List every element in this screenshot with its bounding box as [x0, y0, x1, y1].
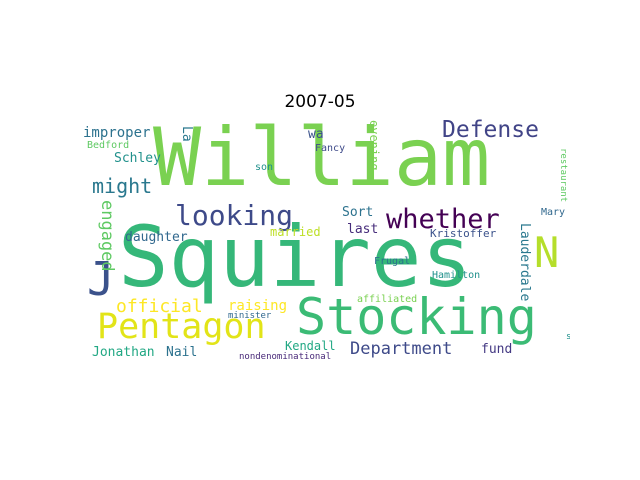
word-daughter: daughter	[125, 230, 188, 245]
word-kristoffer: Kristoffer	[430, 227, 497, 240]
word-nondenominational: nondenominational	[239, 352, 332, 362]
word-looking: looking	[175, 199, 294, 232]
word-squires: Squires	[118, 208, 473, 306]
word-mary: Mary	[541, 207, 566, 218]
word-bedford: Bedford	[87, 140, 130, 151]
word-lauderdale: Lauderdale	[517, 223, 532, 302]
word-official: official	[116, 296, 203, 317]
word-married: married	[270, 225, 321, 239]
word-might: might	[92, 174, 153, 198]
word-defense: Defense	[442, 118, 539, 143]
word-department: Department	[350, 339, 453, 359]
word-engaged: engaged	[97, 200, 117, 272]
word-william: William	[153, 118, 491, 204]
word-fund: fund	[481, 342, 513, 357]
word-sort: Sort	[342, 205, 374, 220]
word-jonathan: Jonathan	[92, 345, 155, 360]
word-fancy: Fancy	[315, 143, 346, 154]
word-schley: Schley	[114, 151, 161, 166]
word-kendall: Kendall	[285, 339, 336, 353]
word-nail: Nail	[166, 345, 198, 360]
word-la: La	[179, 126, 194, 142]
word-cloud: William Squires Stocking Pentagon lookin…	[80, 118, 570, 364]
word-last: last	[347, 222, 379, 237]
word-minister: minister	[228, 311, 272, 321]
word-n: N	[534, 228, 560, 277]
word-affiliated: affiliated	[357, 294, 418, 305]
word-son: son	[255, 162, 274, 173]
word-whether: whether	[386, 204, 500, 235]
word-stocking: Stocking	[296, 288, 537, 346]
word-pentagon: Pentagon	[97, 307, 266, 347]
word-evening: evening	[367, 120, 381, 171]
chart-title: 2007-05	[284, 92, 356, 112]
word-wa: wa	[308, 127, 324, 142]
word-restaurant: restaurant	[558, 148, 568, 203]
word-frugal: Frugal	[374, 256, 411, 267]
word-s: s	[566, 332, 570, 342]
word-hamilton: Hamilton	[432, 270, 481, 281]
word-raising: raising	[228, 298, 288, 314]
word-j: J	[87, 252, 115, 306]
word-improper: improper	[83, 125, 151, 141]
